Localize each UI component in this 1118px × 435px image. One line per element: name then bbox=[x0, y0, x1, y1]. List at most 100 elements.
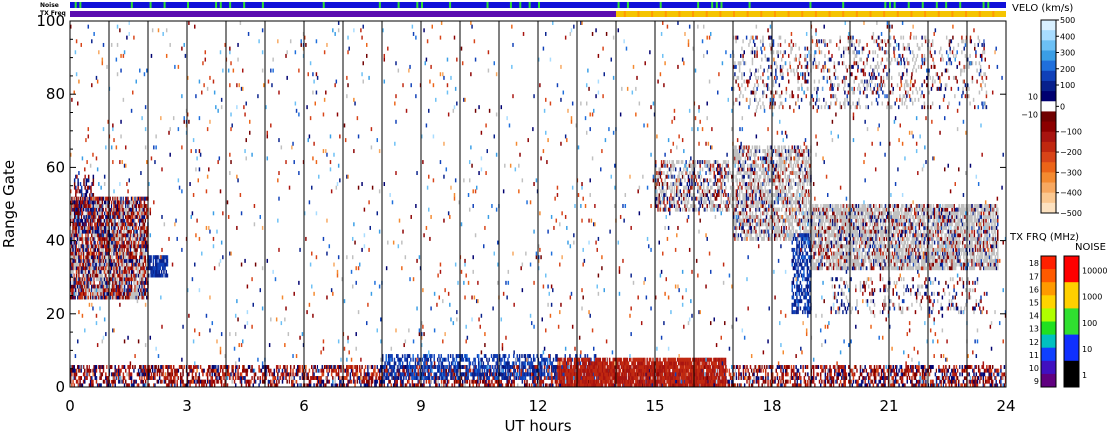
echo-cell bbox=[143, 291, 146, 296]
echo-cell bbox=[233, 368, 236, 373]
echo-cell bbox=[88, 273, 91, 278]
echo-cell bbox=[132, 365, 134, 369]
echo-cell bbox=[394, 372, 397, 377]
echo-cell bbox=[188, 372, 190, 377]
echo-cell bbox=[87, 236, 90, 241]
echo-cell bbox=[496, 361, 499, 366]
echo-cell bbox=[82, 273, 85, 278]
echo-cell bbox=[440, 368, 443, 373]
echo-cell bbox=[261, 376, 264, 380]
echo-cell bbox=[191, 376, 194, 380]
echo-cell bbox=[325, 383, 327, 388]
echo-cell bbox=[122, 236, 125, 241]
echo-cell bbox=[152, 262, 155, 267]
echo-cell bbox=[163, 262, 165, 267]
echo-cell bbox=[114, 273, 116, 278]
echo-cell bbox=[102, 229, 105, 234]
echo-cell bbox=[122, 255, 125, 260]
echo-cell bbox=[340, 383, 342, 388]
echo-cell bbox=[864, 379, 866, 384]
echo-cell bbox=[141, 251, 143, 256]
echo-cell bbox=[86, 222, 89, 227]
echo-cell bbox=[84, 211, 86, 216]
echo-cell bbox=[864, 372, 866, 377]
echo-cell bbox=[219, 379, 222, 384]
echo-cell bbox=[100, 376, 102, 380]
echo-cell bbox=[109, 211, 112, 216]
echo-cell bbox=[273, 372, 276, 377]
echo-cell bbox=[77, 196, 79, 201]
echo-cell bbox=[128, 255, 130, 260]
echo-cell bbox=[229, 372, 231, 377]
echo-cell bbox=[102, 288, 105, 293]
echo-cell bbox=[199, 372, 202, 377]
echo-cell bbox=[130, 379, 133, 384]
echo-cell bbox=[146, 280, 148, 285]
echo-cell bbox=[501, 357, 503, 362]
echo-cell bbox=[976, 379, 979, 384]
echo-cell bbox=[73, 273, 75, 278]
echo-cell bbox=[293, 383, 295, 388]
echo-cell bbox=[127, 196, 129, 201]
echo-cell bbox=[73, 211, 76, 216]
echo-cell bbox=[86, 233, 88, 238]
echo-cell bbox=[107, 211, 109, 216]
echo-cell bbox=[80, 211, 82, 216]
echo-cell bbox=[301, 372, 304, 377]
echo-cell bbox=[165, 269, 168, 274]
echo-cell bbox=[94, 262, 97, 267]
echo-cell bbox=[144, 266, 147, 271]
echo-cell bbox=[133, 383, 135, 388]
echo-cell bbox=[143, 236, 146, 241]
echo-cell bbox=[171, 368, 174, 373]
echo-cell bbox=[501, 365, 503, 369]
echo-cell bbox=[915, 372, 918, 377]
echo-cell bbox=[316, 365, 319, 369]
echo-cell bbox=[733, 376, 735, 380]
echo-cell bbox=[161, 365, 163, 369]
echo-cell bbox=[99, 218, 101, 223]
echo-cell bbox=[449, 368, 452, 373]
echo-cell bbox=[473, 376, 475, 380]
echo-cell bbox=[109, 288, 112, 293]
echo-cell bbox=[426, 368, 428, 373]
echo-cell bbox=[105, 218, 107, 223]
echo-cell bbox=[99, 196, 101, 201]
echo-cell bbox=[70, 376, 72, 380]
echo-cell bbox=[100, 222, 102, 227]
echo-cell bbox=[81, 284, 84, 289]
echo-cell bbox=[103, 258, 106, 263]
echo-cell bbox=[190, 368, 192, 373]
echo-cell bbox=[493, 357, 495, 362]
echo-cell bbox=[117, 379, 120, 384]
echo-cell bbox=[143, 211, 146, 216]
echo-cell bbox=[95, 236, 98, 241]
echo-cell bbox=[124, 277, 127, 282]
echo-cell bbox=[114, 291, 116, 296]
echo-cell bbox=[380, 365, 382, 369]
echo-cell bbox=[164, 379, 167, 384]
echo-cell bbox=[109, 247, 112, 252]
echo-cell bbox=[103, 225, 106, 230]
noise-strip-mark bbox=[626, 2, 629, 8]
echo-cell bbox=[265, 368, 267, 373]
echo-cell bbox=[79, 200, 81, 205]
echo-cell bbox=[141, 240, 143, 245]
echo-cell bbox=[460, 368, 463, 373]
echo-cell bbox=[157, 262, 159, 267]
echo-cell bbox=[84, 229, 86, 234]
echo-cell bbox=[243, 365, 245, 369]
echo-cell bbox=[84, 200, 86, 205]
echo-cell bbox=[137, 266, 140, 271]
echo-cell bbox=[101, 266, 104, 271]
echo-cell bbox=[403, 376, 405, 380]
echo-cell bbox=[268, 368, 271, 373]
echo-cell bbox=[320, 376, 322, 380]
echo-cell bbox=[351, 368, 354, 373]
echo-cell bbox=[105, 225, 107, 230]
top-strips: Noise TX Freq bbox=[40, 2, 1006, 17]
echo-cell bbox=[133, 266, 135, 271]
echo-cell bbox=[128, 244, 130, 249]
echo-cell bbox=[88, 233, 91, 238]
echo-cell bbox=[77, 200, 79, 205]
